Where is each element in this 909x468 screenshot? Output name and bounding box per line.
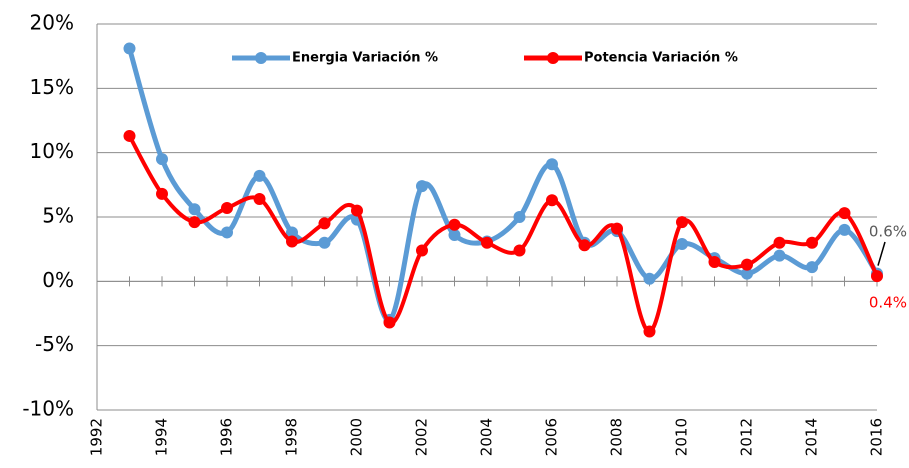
point [481, 236, 493, 249]
point [416, 180, 428, 193]
point [253, 192, 266, 205]
point [611, 222, 623, 235]
x-tick-label: 2010 [673, 418, 691, 456]
point [351, 204, 363, 217]
point [156, 153, 168, 166]
point [773, 249, 786, 262]
legend-marker [255, 52, 267, 64]
point [643, 272, 656, 285]
point [448, 218, 461, 231]
x-tick-label: 2016 [868, 418, 886, 456]
point [318, 217, 331, 230]
legend-marker [547, 52, 559, 64]
point [838, 207, 851, 220]
annotation-arrow [877, 241, 886, 266]
x-tick-label: 2000 [348, 418, 366, 456]
point [123, 129, 136, 142]
y-tick-label: 0% [42, 268, 74, 292]
point [416, 244, 428, 257]
x-tick-label: 2014 [803, 418, 821, 456]
point [676, 238, 688, 251]
x-tick-label: 1998 [283, 418, 301, 456]
point [708, 256, 721, 269]
point [643, 325, 656, 338]
legend-label: Potencia Variación % [584, 51, 738, 66]
point [741, 258, 753, 271]
point [806, 261, 818, 274]
point [546, 194, 558, 207]
point [741, 267, 753, 280]
x-tick-label: 2004 [478, 418, 496, 456]
point [871, 270, 883, 283]
x-tick-label: 1994 [153, 418, 171, 456]
point [578, 239, 591, 252]
point [546, 158, 558, 171]
y-tick-label: -10% [22, 397, 74, 421]
point [806, 236, 818, 249]
point [838, 223, 851, 236]
y-tick-label: 5% [42, 204, 74, 228]
x-tick-label: 1992 [88, 418, 106, 456]
point [513, 244, 526, 257]
point [773, 236, 786, 249]
point [383, 316, 396, 329]
point [188, 203, 201, 216]
x-tick-label: 2002 [413, 418, 431, 456]
point [221, 226, 233, 239]
series-line [127, 47, 880, 323]
point [513, 211, 526, 223]
point [676, 216, 688, 229]
point [318, 236, 331, 249]
x-tick-label: 2006 [543, 418, 561, 456]
value-label: 0.6% [869, 223, 907, 241]
point [253, 169, 266, 182]
point [123, 42, 136, 55]
point [286, 235, 298, 248]
y-tick-label: 10% [30, 139, 74, 163]
y-tick-label: 15% [30, 75, 74, 99]
y-tick-label: 20% [30, 11, 74, 35]
x-tick-label: 2012 [738, 418, 756, 456]
point [286, 226, 298, 239]
legend-label: Energia Variación % [292, 51, 438, 66]
point [188, 216, 201, 229]
value-label: 0.4% [869, 294, 907, 312]
y-tick-label: -5% [35, 332, 74, 356]
point [156, 187, 168, 200]
x-tick-label: 2008 [608, 418, 626, 456]
point [221, 201, 233, 214]
x-tick-label: 1996 [218, 418, 236, 456]
point [448, 229, 461, 242]
